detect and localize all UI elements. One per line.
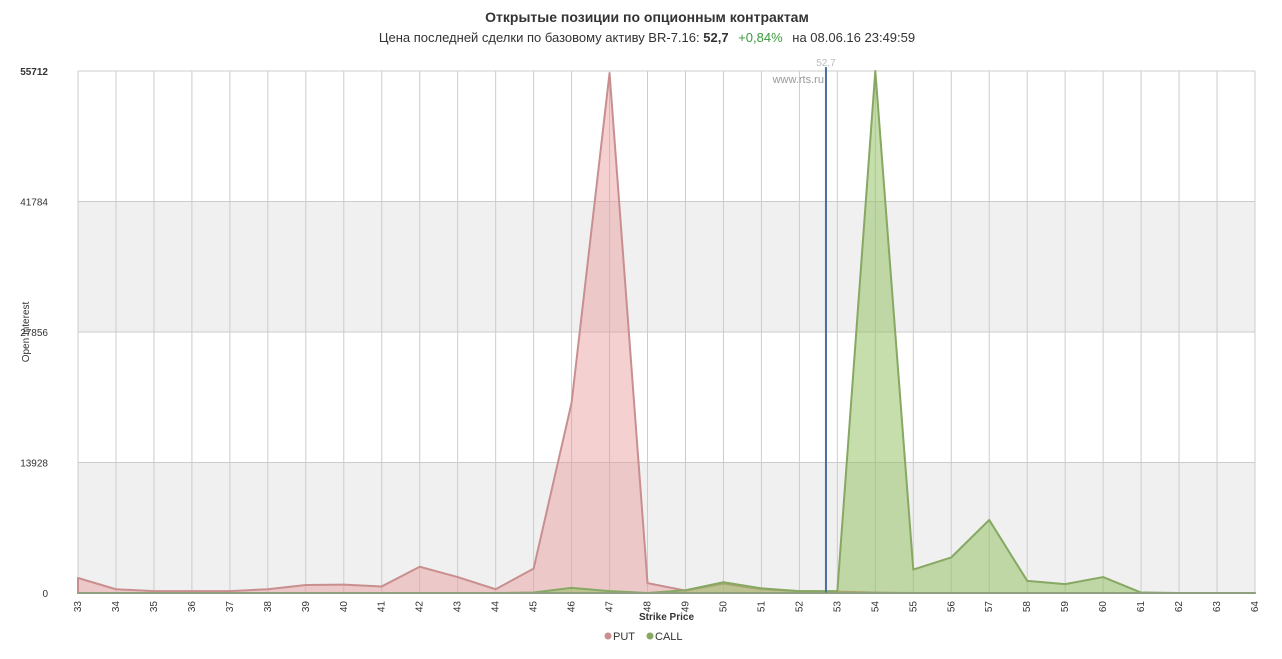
- x-tick-label: 46: [567, 601, 578, 613]
- x-tick-label: 40: [339, 601, 350, 613]
- x-tick-label: 39: [301, 601, 312, 613]
- legend-label: CALL: [655, 631, 683, 643]
- y-tick-label: 27856: [20, 328, 48, 339]
- legend-marker: [604, 632, 612, 640]
- x-tick-label: 33: [73, 601, 84, 613]
- x-tick-label: 48: [643, 601, 654, 613]
- y-tick-label: 41784: [20, 198, 48, 209]
- x-tick-label: 49: [680, 601, 691, 613]
- y-axis-label: Open Interest: [21, 301, 32, 362]
- x-tick-label: 45: [529, 601, 540, 613]
- x-tick-label: 34: [111, 601, 122, 613]
- x-tick-label: 42: [415, 601, 426, 613]
- x-tick-label: 54: [870, 601, 881, 613]
- x-tick-label: 56: [946, 601, 957, 613]
- grid-band: [78, 201, 1255, 332]
- x-tick-label: 61: [1136, 601, 1147, 613]
- x-tick-label: 62: [1174, 601, 1185, 613]
- x-axis-label: Strike Price: [639, 612, 694, 623]
- x-tick-label: 51: [756, 601, 767, 613]
- legend-label: PUT: [613, 631, 635, 643]
- x-tick-label: 58: [1022, 601, 1033, 613]
- x-tick-label: 63: [1212, 601, 1223, 613]
- watermark: www.rts.ru: [772, 74, 824, 86]
- x-tick-label: 55: [908, 601, 919, 613]
- x-tick-label: 47: [605, 601, 616, 613]
- subtitle-change: +0,84%: [738, 30, 783, 45]
- chart-subtitle: Цена последней сделки по базовому активу…: [379, 30, 915, 45]
- x-tick-label: 36: [187, 601, 198, 613]
- x-tick-label: 52: [794, 601, 805, 613]
- subtitle-price: 52,7: [703, 30, 728, 45]
- x-tick-label: 50: [718, 601, 729, 613]
- y-tick-label: 0: [42, 589, 48, 600]
- subtitle-date: на 08.06.16 23:49:59: [792, 30, 915, 45]
- x-tick-label: 43: [453, 601, 464, 613]
- chart-title: Открытые позиции по опционным контрактам: [485, 9, 809, 25]
- subtitle-text: Цена последней сделки по базовому активу…: [379, 30, 700, 45]
- x-tick-label: 64: [1250, 601, 1261, 613]
- x-tick-label: 37: [225, 601, 236, 613]
- x-tick-label: 41: [377, 601, 388, 613]
- x-tick-label: 59: [1060, 601, 1071, 613]
- x-tick-label: 53: [832, 601, 843, 613]
- legend-marker: [646, 632, 654, 640]
- x-tick-label: 57: [984, 601, 995, 613]
- y-tick-label: 55712: [20, 67, 48, 78]
- x-tick-label: 44: [491, 601, 502, 613]
- price-line-label: 52,7: [816, 58, 836, 69]
- x-tick-label: 35: [149, 601, 160, 613]
- grid-band: [78, 462, 1255, 593]
- y-tick-label: 13928: [20, 459, 48, 470]
- x-tick-label: 38: [263, 601, 274, 613]
- x-tick-label: 60: [1098, 601, 1109, 613]
- legend-item[interactable]: CALL: [646, 631, 683, 643]
- legend-item[interactable]: PUT: [604, 631, 636, 643]
